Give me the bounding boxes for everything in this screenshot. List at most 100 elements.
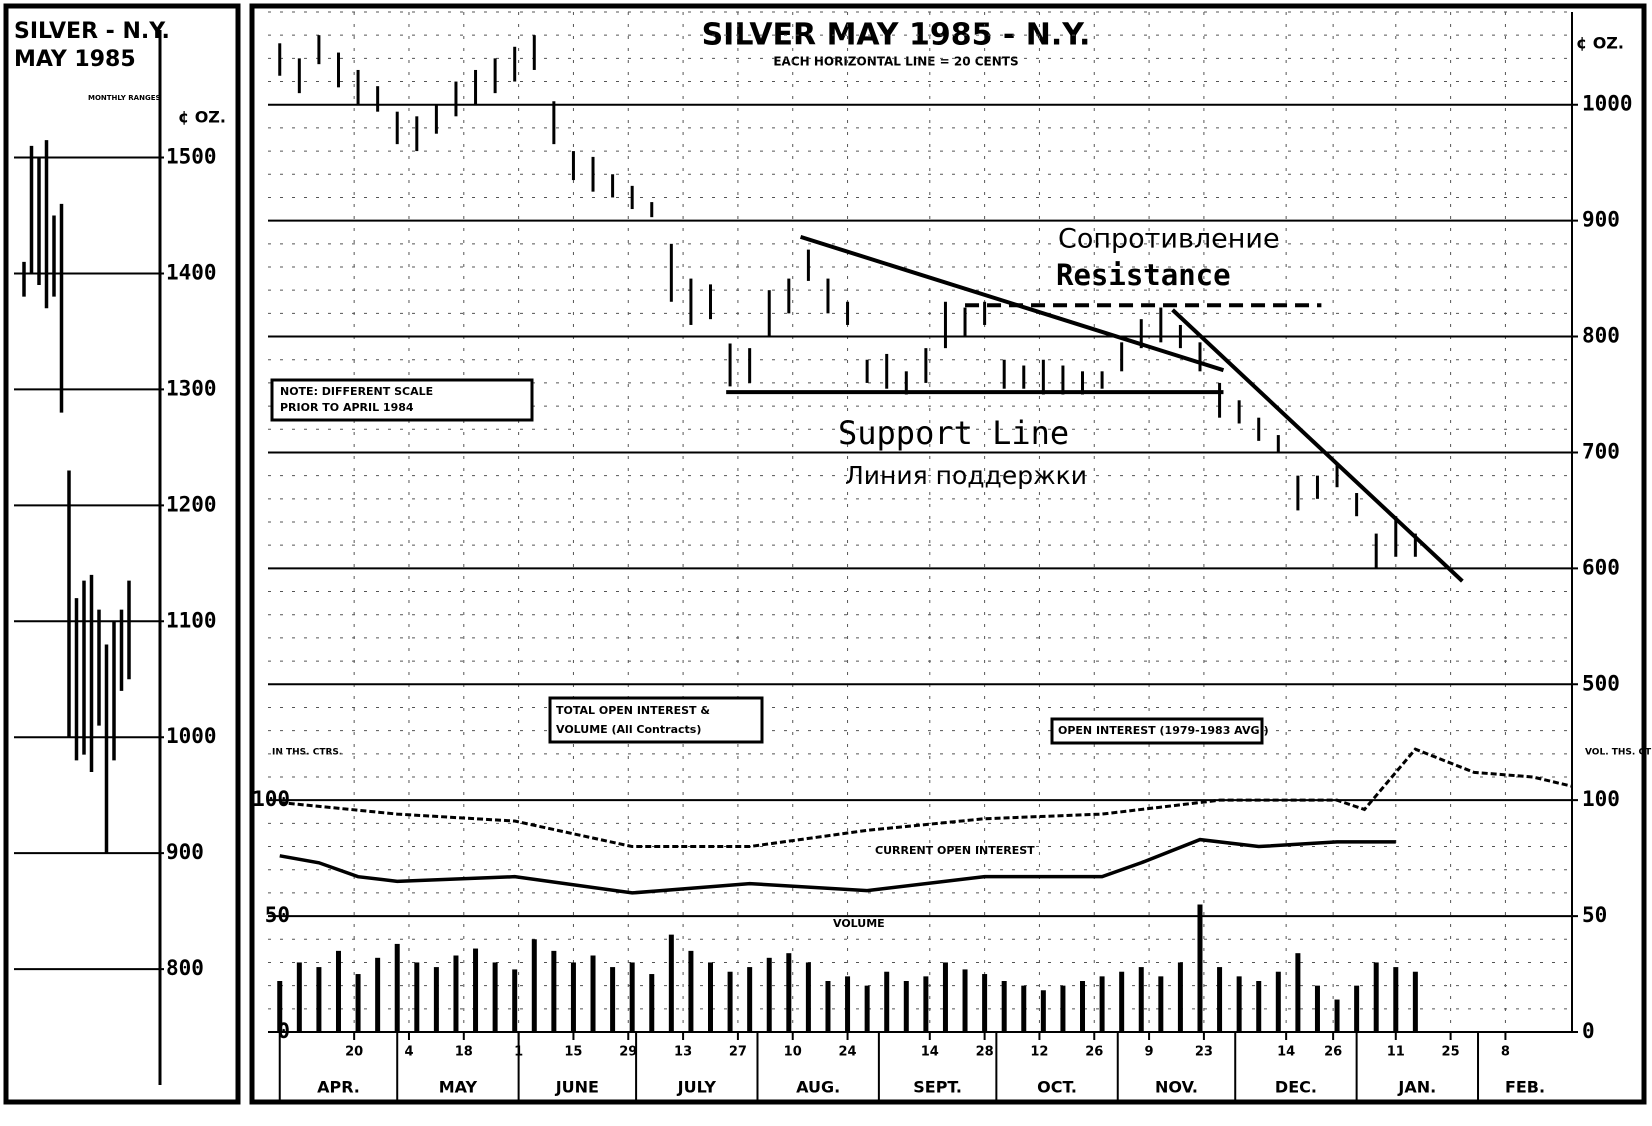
month-label: AUG. xyxy=(796,1078,840,1097)
x-tick-label: 15 xyxy=(564,1045,582,1060)
volume-bar xyxy=(766,957,772,1032)
box-line: VOLUME (All Contracts) xyxy=(556,723,701,736)
volume-bar xyxy=(590,955,596,1032)
y2-tick-label: 100 xyxy=(252,787,290,811)
y-tick-label: 800 xyxy=(1582,324,1620,348)
volume-bar xyxy=(355,974,361,1032)
month-label: OCT. xyxy=(1037,1078,1077,1097)
volume-bar xyxy=(1138,967,1144,1032)
x-tick-label: 8 xyxy=(1501,1045,1510,1060)
volume-bar xyxy=(492,962,498,1032)
x-tick-label: 26 xyxy=(1085,1045,1103,1060)
y-tick-label: 500 xyxy=(1582,671,1620,695)
x-tick-label: 4 xyxy=(404,1045,413,1060)
volume-bar xyxy=(1314,985,1320,1032)
volume-bar xyxy=(1334,999,1340,1032)
x-tick-label: 13 xyxy=(674,1045,692,1060)
y-tick-label: 1500 xyxy=(166,145,217,169)
volume-bar xyxy=(688,950,694,1032)
volume-bar xyxy=(453,955,459,1032)
volume-bar xyxy=(1001,981,1007,1032)
x-tick-label: 9 xyxy=(1145,1045,1154,1060)
month-label: NOV. xyxy=(1155,1078,1198,1097)
x-tick-label: 18 xyxy=(455,1045,473,1060)
volume-bar xyxy=(316,967,322,1032)
y2-label-left: IN THS. CTRS. xyxy=(272,748,342,758)
y-tick-label: 1300 xyxy=(166,376,217,400)
volume-bar xyxy=(805,962,811,1032)
x-tick-label: 20 xyxy=(345,1045,363,1060)
x-tick-label: 27 xyxy=(729,1045,747,1060)
y-tick-label: 1200 xyxy=(166,492,217,516)
x-tick-label: 14 xyxy=(1277,1045,1295,1060)
volume-bar xyxy=(277,981,283,1032)
series-label: CURRENT OPEN INTEREST xyxy=(875,844,1035,857)
y-tick-label: 1000 xyxy=(166,724,217,748)
volume-bar xyxy=(1236,976,1242,1032)
y-tick-label: 1100 xyxy=(166,608,217,632)
annotation: Линия поддержки xyxy=(845,461,1087,490)
series-label-box xyxy=(1050,717,1264,745)
volume-bar xyxy=(845,976,851,1032)
volume-bar xyxy=(668,934,674,1032)
volume-bar xyxy=(1275,971,1281,1032)
volume-bar xyxy=(962,969,968,1032)
main-subtitle: EACH HORIZONTAL LINE = 20 CENTS xyxy=(773,55,1018,69)
main-panel-border xyxy=(249,3,1647,1105)
x-tick-label: 23 xyxy=(1195,1045,1213,1060)
left-y-label: ¢ OZ. xyxy=(178,108,226,127)
month-label: JULY xyxy=(677,1078,717,1097)
y2-label-right: VOL. THS. CTRS. xyxy=(1585,748,1652,758)
series-label: VOLUME xyxy=(833,917,885,930)
y2-tick-label: 50 xyxy=(265,903,290,927)
volume-bar xyxy=(1354,985,1360,1032)
oi-line xyxy=(279,747,1573,849)
month-label: DEC. xyxy=(1275,1078,1317,1097)
note-line: NOTE: DIFFERENT SCALE xyxy=(280,385,433,398)
volume-bar xyxy=(570,962,576,1032)
volume-bar xyxy=(903,981,909,1032)
month-label: SEPT. xyxy=(913,1078,962,1097)
left-note: MONTHLY RANGES xyxy=(88,94,161,102)
month-label: MAY xyxy=(439,1078,478,1097)
y-tick-label: 900 xyxy=(166,840,204,864)
x-tick-label: 25 xyxy=(1442,1045,1460,1060)
oi-line xyxy=(279,837,1396,895)
volume-bar xyxy=(864,985,870,1032)
x-tick-label: 11 xyxy=(1387,1045,1405,1060)
volume-bar xyxy=(1119,971,1125,1032)
volume-bar xyxy=(786,953,792,1032)
x-tick-label: 28 xyxy=(976,1045,994,1060)
y-tick-label: 700 xyxy=(1582,439,1620,463)
y-tick-label: 600 xyxy=(1582,555,1620,579)
x-tick-label: 29 xyxy=(619,1045,637,1060)
title-backing xyxy=(480,16,1310,74)
volume-bar xyxy=(1177,962,1183,1032)
y-tick-label: 800 xyxy=(166,956,204,980)
volume-bar xyxy=(747,967,753,1032)
y-tick-label: 1400 xyxy=(166,260,217,284)
volume-bar xyxy=(1099,976,1105,1032)
volume-bar xyxy=(414,962,420,1032)
main-y-label: ¢ OZ. xyxy=(1576,34,1624,53)
volume-bar xyxy=(296,962,302,1032)
note-box xyxy=(270,378,534,422)
box-line: TOTAL OPEN INTEREST & xyxy=(556,704,710,717)
left-subtitle: MAY 1985 xyxy=(14,47,136,72)
volume-bar xyxy=(707,962,713,1032)
annotation: Сопротивление xyxy=(1058,224,1280,255)
volume-bar xyxy=(1060,985,1066,1032)
left-title: SILVER - N.Y. xyxy=(14,19,170,44)
y-tick-label: 900 xyxy=(1582,208,1620,232)
volume-bar xyxy=(629,962,635,1032)
volume-bar xyxy=(1412,971,1418,1032)
volume-bar xyxy=(884,971,890,1032)
volume-bar xyxy=(1295,953,1301,1032)
y-tick-label: 1000 xyxy=(1582,92,1633,116)
y2-tick-label: 0 xyxy=(1582,1019,1595,1043)
month-label: JUNE xyxy=(555,1078,599,1097)
volume-bar xyxy=(1217,967,1223,1032)
volume-bar xyxy=(923,976,929,1032)
volume-bar xyxy=(1158,976,1164,1032)
